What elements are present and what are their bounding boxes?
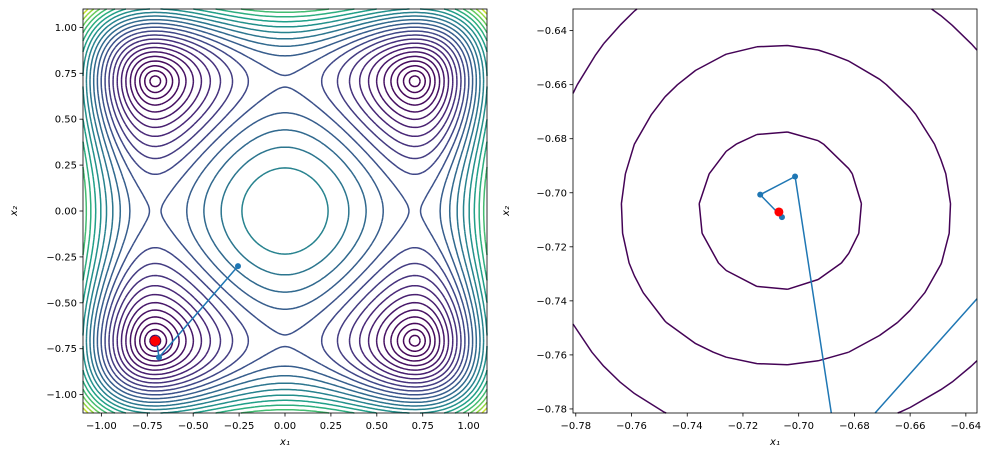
contour-level [82, 8, 488, 414]
minimum-marker [150, 335, 161, 346]
x-tick-label: −0.75 [132, 421, 163, 432]
contour-level [116, 42, 454, 380]
x-tick-label: 0.25 [320, 421, 342, 432]
y-tick-label: −0.76 [536, 350, 567, 361]
contour-level [82, 8, 488, 414]
contour-level [100, 26, 470, 396]
x-tick-label: −0.78 [560, 421, 591, 432]
y-tick-label: −0.75 [46, 344, 77, 355]
contour-level [698, 131, 863, 291]
axes-frame [82, 8, 488, 414]
x-tick-label: −0.64 [951, 421, 982, 432]
x-tick-label: −0.72 [728, 421, 759, 432]
y-tick-label: −0.50 [46, 298, 77, 309]
contour-level [89, 15, 481, 407]
contour-level [92, 18, 478, 404]
y-tick-label: 0.75 [55, 69, 77, 80]
x-tick-label: −0.76 [616, 421, 647, 432]
contour-level [96, 22, 474, 400]
x-tick-label: −0.50 [178, 421, 209, 432]
x-tick-label: 1.00 [458, 421, 480, 432]
optimization-path-line [759, 175, 978, 414]
contour-level [82, 8, 488, 414]
contour-level [120, 46, 450, 376]
contour-level [83, 9, 487, 413]
path-point [792, 173, 799, 180]
x-tick-label: −0.68 [839, 421, 870, 432]
contour-level [82, 8, 488, 414]
left-contour-plot: −1.00 −0.75 −0.50 −0.25 0.00 0.25 0.50 0.75 1.00… [9, 8, 488, 448]
y-tick-label: −0.72 [536, 242, 567, 253]
y-tick-label: −0.78 [536, 404, 567, 415]
x-tick-label: −0.70 [783, 421, 814, 432]
contour-level [82, 8, 488, 414]
y-tick-label: −0.68 [536, 134, 567, 145]
x-tick-label: −0.25 [224, 421, 255, 432]
contour-level [112, 38, 458, 384]
x-tick-label: −0.66 [895, 421, 926, 432]
y-tick-label: −0.64 [536, 26, 567, 37]
contour-level [139, 65, 431, 357]
optimization-path-line [153, 265, 239, 358]
path-point [234, 263, 241, 270]
y-tick-label: −0.66 [536, 80, 567, 91]
contour-level [134, 60, 436, 362]
contour-level [82, 8, 488, 414]
contour-level [108, 34, 462, 388]
y-tick-label: 0.00 [55, 207, 77, 218]
y-axis-label: x₂ [501, 206, 512, 217]
y-tick-label: −0.25 [46, 252, 77, 263]
x-tick-label: −1.00 [86, 421, 117, 432]
x-tick-label: 0.50 [366, 421, 388, 432]
path-point [757, 191, 764, 198]
x-axis-label: x₁ [769, 437, 780, 448]
x-tick-label: 0.00 [274, 421, 296, 432]
minimum-marker [774, 207, 784, 217]
y-tick-label: 0.50 [55, 115, 77, 126]
y-tick-label: 0.25 [55, 161, 77, 172]
y-tick-label: −0.70 [536, 188, 567, 199]
contour-level [129, 55, 441, 367]
y-tick-label: 1.00 [55, 23, 77, 34]
contour-lines [82, 8, 488, 414]
right-zoomed-contour-plot: −0.78 −0.76 −0.74 −0.72 −0.70 −0.68 −0.66 −0.64… [501, 8, 982, 448]
contour-level [572, 8, 978, 414]
axes-frame [572, 8, 978, 414]
y-tick-label: −1.00 [46, 390, 77, 401]
contour-level [144, 70, 426, 352]
contour-level [620, 44, 952, 366]
y-axis-label: x₂ [9, 206, 20, 217]
y-tick-label: −0.74 [536, 296, 567, 307]
contour-lines [572, 8, 978, 414]
path-point [156, 354, 163, 361]
x-tick-label: −0.74 [672, 421, 703, 432]
x-tick-label: 0.75 [412, 421, 434, 432]
contour-level [85, 11, 485, 411]
x-axis-label: x₁ [279, 437, 290, 448]
contour-level [104, 30, 466, 392]
contour-level [82, 8, 488, 414]
contour-level [125, 51, 445, 371]
